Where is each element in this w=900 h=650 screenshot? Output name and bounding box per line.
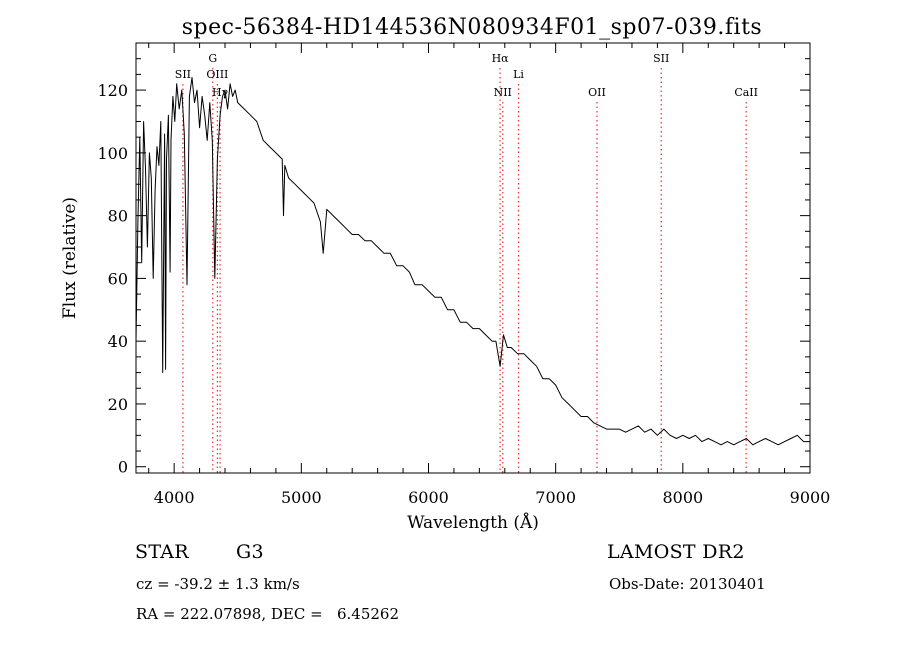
spectral-class: G3 <box>236 541 264 563</box>
line-marker-label: SII <box>653 52 669 65</box>
x-axis-label: Wavelength (Å) <box>407 512 539 533</box>
line-marker-label: Li <box>513 68 524 81</box>
line-marker-label: Hα <box>492 52 510 65</box>
y-tick-label: 20 <box>108 395 128 414</box>
plot-frame <box>135 42 811 474</box>
line-marker-label: NII <box>494 86 512 99</box>
x-tick-label: 9000 <box>790 488 831 507</box>
y-tick-label: 40 <box>108 332 128 351</box>
line-marker-label: CaII <box>734 86 758 99</box>
y-axis-ticks: 0 20 40 60 80 100 120 <box>97 58 810 477</box>
x-tick-label: 7000 <box>535 488 576 507</box>
y-tick-label: 0 <box>118 458 128 477</box>
spectrum-line <box>135 77 810 446</box>
y-tick-label: 120 <box>97 81 128 100</box>
observation-date: Obs-Date: 20130401 <box>609 575 766 593</box>
x-tick-label: 5000 <box>281 488 322 507</box>
coordinates: RA = 222.07898, DEC = 6.45262 <box>136 605 400 623</box>
line-marker-label: OIII <box>206 68 228 81</box>
x-tick-label: 4000 <box>154 488 195 507</box>
line-marker-label: SII <box>175 68 191 81</box>
line-marker-label: G <box>208 52 217 65</box>
line-marker-label: Hγ <box>212 86 229 99</box>
x-tick-label: 8000 <box>662 488 703 507</box>
redshift-cz: cz = -39.2 ± 1.3 km/s <box>136 575 300 593</box>
object-type: STAR <box>135 541 189 563</box>
y-tick-label: 80 <box>108 207 128 226</box>
line-marker-label: OII <box>588 86 606 99</box>
chart-title: spec-56384-HD144536N080934F01_sp07-039.f… <box>182 15 762 40</box>
y-tick-label: 100 <box>97 144 128 163</box>
spectrum-series <box>135 77 810 446</box>
y-tick-label: 60 <box>108 269 128 288</box>
x-axis-ticks: 4000 5000 6000 7000 8000 9000 <box>148 43 831 507</box>
x-tick-label: 6000 <box>408 488 449 507</box>
y-axis-label: Flux (relative) <box>60 197 80 319</box>
survey-name: LAMOST DR2 <box>607 541 745 563</box>
